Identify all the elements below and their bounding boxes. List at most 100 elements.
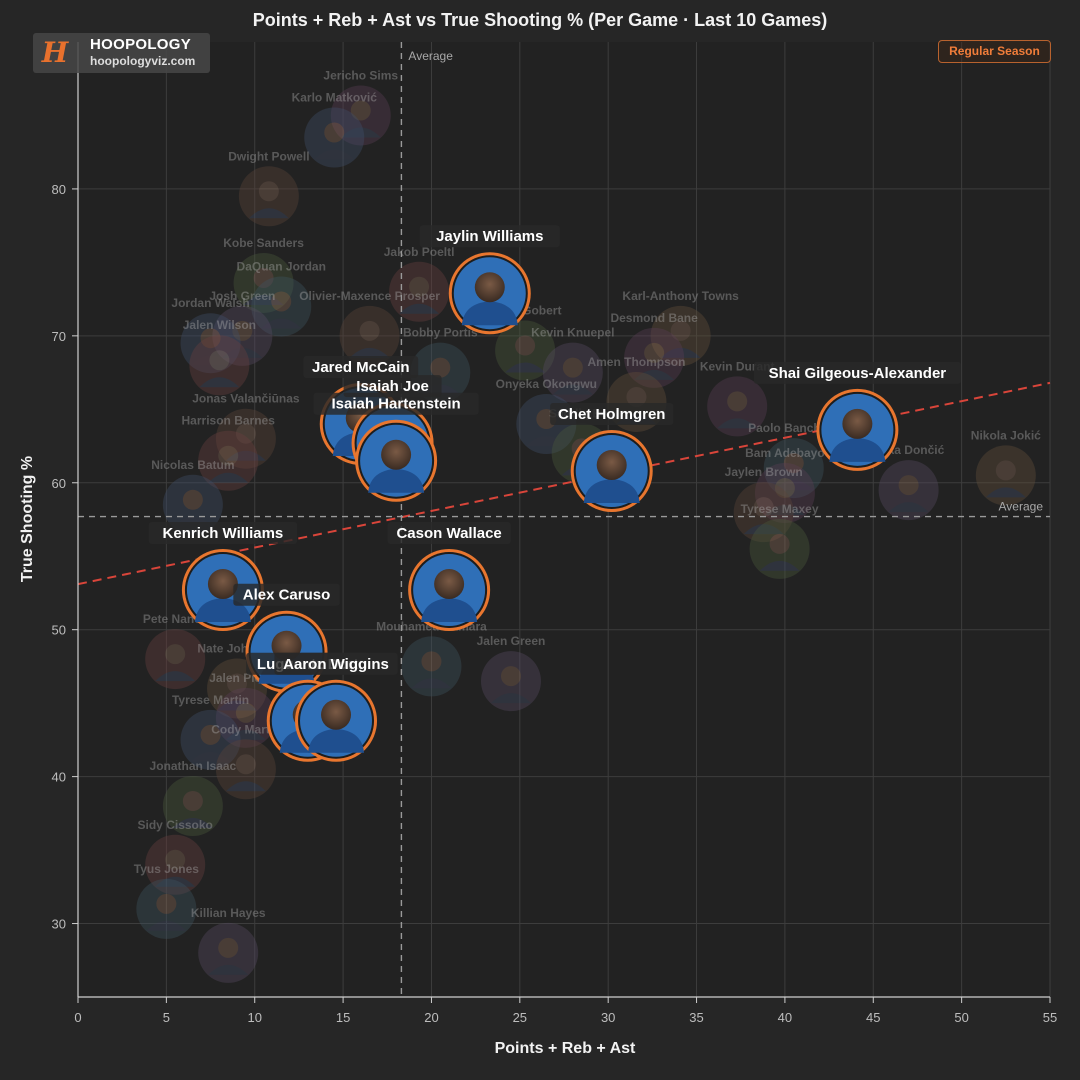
highlighted-player-bubble: [181, 549, 264, 632]
background-player-body: [146, 920, 187, 931]
player-label-text: Chet Holmgren: [558, 406, 666, 423]
y-tick-label: 40: [52, 770, 66, 785]
background-player-circle: [339, 305, 400, 366]
y-tick-label: 30: [52, 917, 66, 932]
y-axis-label: True Shooting %: [19, 455, 36, 583]
background-player-label: Killian Hayes: [191, 906, 266, 920]
highlighted-player-bubble: [295, 679, 378, 762]
background-player-bubble: [878, 460, 939, 521]
x-tick-label: 30: [601, 1010, 615, 1025]
player-label-text: Kenrich Williams: [163, 525, 284, 542]
background-player-face: [350, 100, 371, 121]
background-player-bubble: [339, 305, 400, 366]
player-face: [381, 439, 412, 470]
background-player-bubble: [180, 709, 241, 770]
background-player-label: Dwight Powell: [228, 149, 309, 163]
brand-url: hoopologyviz.com: [90, 54, 196, 68]
background-player-circle: [754, 463, 815, 524]
background-player-label: Karl-Anthony Towns: [622, 289, 739, 303]
background-player-face: [165, 644, 186, 665]
season-badge[interactable]: Regular Season: [938, 40, 1051, 63]
background-player-face: [753, 497, 774, 518]
background-player-face: [253, 267, 274, 288]
background-player-bubble: [542, 342, 603, 403]
background-player-bubble: [763, 438, 824, 499]
background-player-body: [155, 876, 196, 887]
y-tick-label: 50: [52, 623, 66, 638]
player-label: Alex Caruso: [233, 583, 340, 606]
background-player-body: [743, 524, 784, 535]
player-label-bg: [753, 361, 961, 384]
x-tick-label: 25: [513, 1010, 527, 1025]
background-player-circle: [707, 376, 768, 437]
x-tick-label: 15: [336, 1010, 350, 1025]
background-player-face: [421, 651, 442, 672]
background-player-body: [190, 355, 231, 366]
player-label-text: Shai Gilgeous-Alexander: [769, 365, 947, 382]
background-player-circle: [198, 430, 259, 491]
player-label: Shai Gilgeous-Alexander: [753, 361, 961, 384]
background-player-bubble: [215, 687, 276, 748]
background-player-bubble: [624, 327, 685, 388]
background-player-bubble: [304, 107, 365, 168]
background-player-bubble: [975, 445, 1036, 506]
background-player-face: [227, 673, 248, 694]
player-label: Aaron Wiggins: [274, 652, 398, 675]
player-label: Isaiah Hartenstein: [313, 392, 479, 415]
player-jersey: [829, 437, 886, 462]
player-label-bg: [419, 225, 560, 248]
player-face: [842, 408, 873, 439]
player-face: [321, 699, 352, 730]
background-player-circle: [180, 313, 241, 374]
background-player-body: [888, 502, 929, 513]
x-tick-label: 20: [424, 1010, 438, 1025]
background-player-label: Amen Thompson: [587, 355, 685, 369]
player-label-text: Isaiah Hartenstein: [331, 396, 460, 413]
background-player-face: [644, 342, 665, 363]
brand-logo[interactable]: H HOOPOLOGY hoopologyviz.com: [33, 33, 210, 73]
x-tick-label: 10: [247, 1010, 261, 1025]
background-player-circle: [215, 687, 276, 748]
background-player-body: [261, 318, 302, 329]
background-player-circle: [162, 474, 223, 535]
background-player-face: [626, 386, 647, 407]
background-player-body: [349, 347, 390, 358]
background-player-body: [217, 700, 258, 711]
background-player-label: Bobby Portis: [403, 326, 478, 340]
background-player-face: [156, 893, 177, 914]
background-player-face: [670, 320, 691, 341]
background-player-face: [515, 335, 536, 356]
background-player-circle: [330, 85, 391, 146]
player-face: [596, 450, 627, 481]
background-player-bubble: [189, 335, 250, 396]
highlighted-player-bubble: [816, 388, 899, 471]
background-player-bubble: [733, 482, 794, 543]
brand-name: HOOPOLOGY: [90, 36, 192, 53]
background-player-bubble: [198, 430, 259, 491]
background-player-circle: [542, 342, 603, 403]
background-player-face: [562, 357, 583, 378]
x-tick-label: 40: [778, 1010, 792, 1025]
background-player-circle: [180, 709, 241, 770]
background-player-bubble: [198, 922, 259, 983]
background-player-face: [409, 276, 430, 297]
background-player-face: [200, 724, 221, 745]
x-tick-label: 35: [689, 1010, 703, 1025]
background-player-bubble: [136, 878, 197, 939]
highlighted-player-bubble: [245, 610, 328, 693]
background-player-face: [218, 445, 239, 466]
background-player-circle: [215, 739, 276, 800]
background-player-circle: [212, 305, 273, 366]
background-player-label: Jericho Sims: [323, 68, 398, 82]
player-label-text: Jaylin Williams: [436, 228, 543, 245]
background-player-circle: [189, 335, 250, 396]
background-player-face: [200, 328, 221, 349]
x-axis-label: Points + Reb + Ast: [494, 1040, 636, 1057]
player-label: Jared McCain: [303, 356, 419, 378]
background-player-circle: [233, 252, 294, 313]
player-label: Cason Wallace: [387, 522, 511, 545]
background-player-circle: [136, 878, 197, 939]
chart-title: Points + Reb + Ast vs True Shooting % (P…: [252, 10, 828, 30]
background-player-circle: [145, 834, 206, 895]
background-player-circle: [733, 482, 794, 543]
